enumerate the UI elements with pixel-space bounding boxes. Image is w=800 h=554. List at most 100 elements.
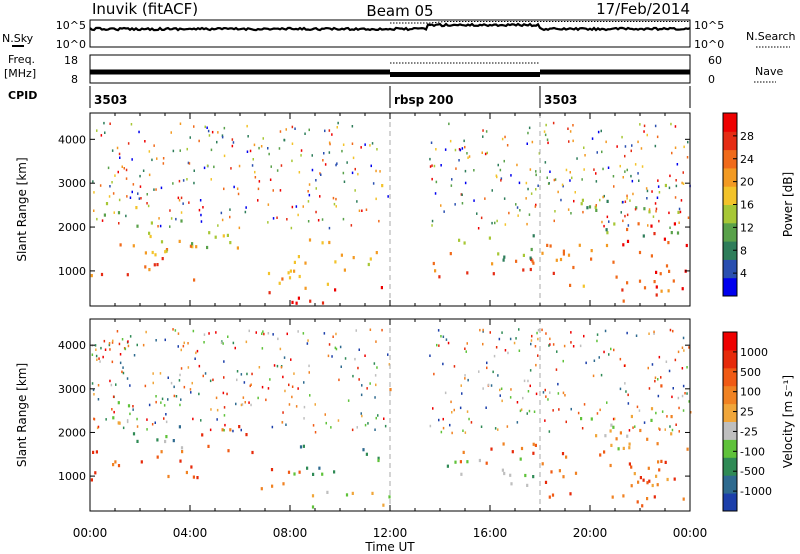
range-gate-cell <box>267 221 269 224</box>
range-gate-cell <box>328 141 331 144</box>
range-gate-cell <box>549 244 552 248</box>
range-gate-cell <box>100 272 104 277</box>
range-gate-cell <box>112 395 115 398</box>
range-gate-cell <box>499 394 501 397</box>
range-gate-cell <box>267 387 270 390</box>
range-gate-cell <box>155 188 157 191</box>
range-gate-cell <box>626 239 630 243</box>
range-gate-cell <box>131 190 133 194</box>
range-gate-cell <box>276 216 278 219</box>
range-gate-cell <box>581 178 583 181</box>
range-gate-cell <box>492 272 495 276</box>
range-gate-cell <box>651 483 654 488</box>
range-gate-cell <box>357 366 359 370</box>
range-gate-cell <box>572 345 575 348</box>
range-gate-cell <box>121 338 124 341</box>
range-gate-cell <box>148 268 151 272</box>
cpid-segment-label: rbsp 200 <box>394 93 453 107</box>
range-gate-cell <box>532 475 535 479</box>
range-gate-cell <box>223 187 225 191</box>
range-gate-cell <box>216 418 218 421</box>
range-gate-cell <box>466 460 469 464</box>
range-gate-cell <box>549 391 551 394</box>
range-gate-cell <box>180 219 183 223</box>
range-gate-cell <box>635 334 638 337</box>
range-gate-cell <box>535 170 537 173</box>
range-gate-cell <box>630 465 633 469</box>
range-gate-cell <box>639 428 642 433</box>
range-gate-cell <box>682 171 684 174</box>
range-gate-cell <box>510 388 512 391</box>
range-gate-cell <box>437 329 440 332</box>
range-gate-cell <box>612 175 615 178</box>
range-gate-cell <box>378 219 380 223</box>
range-gate-cell <box>626 281 629 285</box>
range-gate-cell <box>235 402 237 406</box>
range-gate-cell <box>108 343 111 347</box>
range-gate-cell <box>351 428 354 432</box>
range-gate-cell <box>290 358 292 361</box>
range-gate-cell <box>658 219 660 223</box>
range-gate-cell <box>335 332 337 336</box>
range-gate-cell <box>276 364 279 368</box>
range-gate-cell <box>375 169 377 173</box>
range-gate-cell <box>375 251 378 255</box>
range-gate-cell <box>638 179 640 182</box>
range-gate-cell <box>302 444 305 448</box>
range-gate-cell <box>165 420 168 424</box>
range-gate-cell <box>193 181 195 185</box>
range-gate-cell <box>676 231 680 235</box>
range-gate-cell <box>608 220 610 223</box>
range-gate-cell <box>516 401 519 404</box>
range-gate-cell <box>513 341 516 345</box>
range-gate-cell <box>372 182 375 185</box>
range-gate-cell <box>193 278 196 282</box>
range-gate-cell <box>220 211 223 215</box>
colorbar-tick-label: -25 <box>740 425 758 438</box>
range-gate-cell <box>153 144 155 147</box>
range-gate-cell <box>144 384 147 388</box>
range-gate-cell <box>237 192 240 196</box>
range-gate-cell <box>624 145 627 148</box>
range-gate-cell <box>491 221 493 225</box>
range-gate-cell <box>516 163 518 167</box>
range-gate-cell <box>615 275 618 279</box>
nave-tick-top: 60 <box>708 54 722 67</box>
range-gate-cell <box>431 219 434 223</box>
range-gate-cell <box>122 371 125 375</box>
range-gate-cell <box>685 243 688 248</box>
range-gate-cell <box>148 403 151 407</box>
range-gate-cell <box>279 347 282 351</box>
range-gate-cell <box>529 369 532 372</box>
range-gate-cell <box>281 421 283 424</box>
range-gate-cell <box>533 410 536 413</box>
range-gate-cell <box>203 166 206 170</box>
range-gate-cell <box>628 442 631 446</box>
range-gate-cell <box>153 188 155 191</box>
range-gate-cell <box>657 460 660 464</box>
range-gate-cell <box>111 360 114 364</box>
range-gate-cell <box>593 168 595 171</box>
range-gate-cell <box>273 364 276 367</box>
range-gate-cell <box>179 459 182 463</box>
range-gate-cell <box>309 299 312 303</box>
range-gate-cell <box>486 361 488 365</box>
range-gate-cell <box>375 383 377 387</box>
range-gate-cell <box>501 137 504 141</box>
cpid-segment-label: 3503 <box>94 93 127 107</box>
range-gate-cell <box>677 396 680 400</box>
range-gate-cell <box>530 192 533 195</box>
range-gate-cell <box>144 265 147 269</box>
range-gate-cell <box>655 474 658 478</box>
range-gate-cell <box>241 403 244 406</box>
range-gate-cell <box>175 395 178 398</box>
range-gate-cell <box>170 131 172 134</box>
range-gate-cell <box>165 249 168 253</box>
range-gate-cell <box>186 147 188 151</box>
range-gate-cell <box>464 377 466 380</box>
range-gate-cell <box>642 478 645 482</box>
range-gate-cell <box>367 422 369 425</box>
range-gate-cell <box>624 214 626 218</box>
range-gate-cell <box>639 123 641 126</box>
range-gate-cell <box>159 372 162 375</box>
